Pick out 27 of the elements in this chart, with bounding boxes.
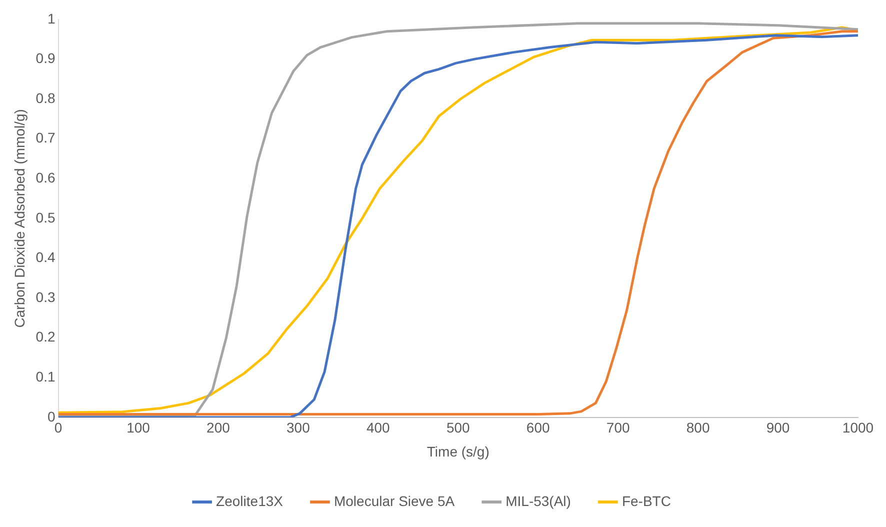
y-axis-title: Carbon Dioxide Adsorbed (mmol/g)	[11, 109, 28, 328]
y-tick-label: 0.4	[36, 249, 56, 266]
x-tick-label: 300	[286, 420, 310, 436]
y-tick-label: 0.3	[36, 288, 56, 305]
y-tick-label: 0.8	[36, 90, 56, 106]
x-tick-label: 1000	[842, 420, 874, 436]
legend-label: MIL-53(Al)	[506, 492, 571, 509]
x-tick-label: 900	[766, 420, 790, 436]
y-tick-label: 0.2	[36, 328, 56, 345]
legend-label: Zeolite13X	[216, 492, 284, 509]
legend-label: Fe-BTC	[622, 492, 671, 509]
x-tick-label: 800	[686, 420, 710, 436]
x-tick-label: 400	[366, 420, 390, 436]
x-tick-label: 700	[606, 420, 630, 436]
x-tick-label: 600	[526, 420, 550, 436]
legend-label: Molecular Sieve 5A	[334, 492, 456, 509]
y-tick-label: 0.6	[36, 169, 56, 186]
y-tick-label: 0.1	[36, 368, 56, 384]
y-tick-label: 0.7	[36, 130, 56, 146]
y-tick-label: 0	[47, 408, 56, 424]
y-tick-label: 0.5	[36, 209, 56, 226]
x-axis-title: Time (s/g)	[426, 443, 490, 460]
x-tick-label: 500	[446, 420, 470, 436]
x-tick-label: 100	[126, 420, 150, 436]
x-tick-label: 200	[206, 420, 230, 436]
y-tick-label: 1	[47, 10, 56, 26]
y-tick-label: 0.9	[36, 50, 56, 66]
